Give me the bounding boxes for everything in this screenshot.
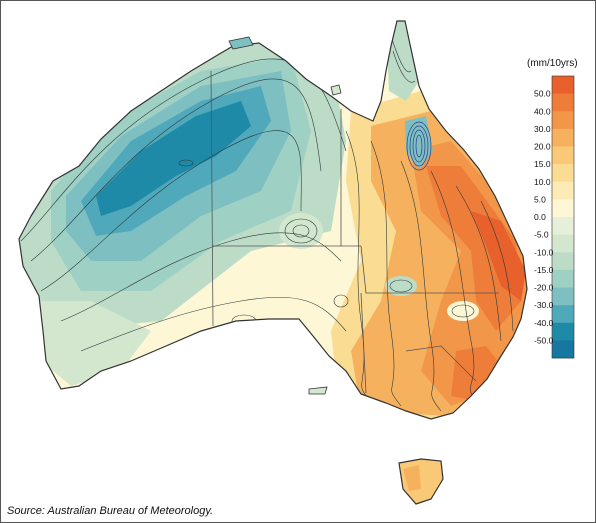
source-note: Source: Australian Bureau of Meteorology… (7, 505, 214, 517)
legend-tick-label: -10.0 (534, 247, 554, 257)
legend-tick-label: 40.0 (534, 106, 551, 116)
legend-swatch (552, 128, 574, 147)
legend-tick-label: 15.0 (534, 159, 551, 169)
mainland-outline (18, 20, 528, 420)
tasmania (398, 458, 444, 505)
legend-swatch (552, 111, 574, 130)
zone-southeast-plus-40 (451, 346, 506, 401)
legend-border (551, 75, 575, 359)
legend-swatch (552, 199, 574, 218)
legend-swatch (552, 76, 574, 94)
zone-nsw-blob (447, 301, 479, 321)
legend-swatch (552, 340, 574, 359)
kangaroo-island (308, 386, 328, 395)
intense-contour-cluster (406, 121, 432, 171)
legend-tick-label: -15.0 (534, 265, 554, 275)
legend-swatch (552, 146, 574, 165)
zone-central-blob (279, 213, 323, 249)
legend-tick-labels: 50.0 40.0 30.0 20.0 15.0 10.0 5.0 0.0 -5.0 -10.0 -… (534, 89, 554, 346)
legend-tick-label: 50.0 (534, 89, 551, 99)
legend-tick-label: 0.0 (534, 212, 546, 222)
legend-swatch (552, 181, 574, 200)
melville-island (228, 36, 254, 50)
legend-swatch (552, 322, 574, 341)
zone-capeyork-minus-30 (405, 116, 433, 169)
tasmania-west-zone (403, 465, 421, 491)
legend-tick-label: 20.0 (534, 142, 551, 152)
legend-swatch (552, 252, 574, 271)
legend-swatch (552, 305, 574, 324)
legend-tick-label: -40.0 (534, 318, 554, 328)
legend-tick-label: 5.0 (534, 194, 546, 204)
legend-tick-label: 10.0 (534, 177, 551, 187)
legend-swatch (552, 234, 574, 253)
legend-tick-label: -50.0 (534, 335, 554, 345)
zone-east-plus-50 (471, 211, 526, 301)
legend-swatch (552, 287, 574, 306)
zone-east-plus-40 (426, 166, 521, 331)
legend-tick-label: 30.0 (534, 124, 551, 134)
groote-island (330, 84, 342, 96)
trend-zones (19, 21, 527, 419)
legend-swatch (552, 217, 574, 235)
zone-west-minus-50 (96, 101, 251, 216)
legend-swatch (552, 164, 574, 183)
zone-qld-blob (385, 276, 417, 296)
legend-swatch (552, 269, 574, 288)
state-borders (210, 70, 499, 394)
legend-tick-label: -20.0 (534, 283, 554, 293)
legend-tick-label: -5.0 (534, 230, 549, 240)
legend-tick-label: -30.0 (534, 300, 554, 310)
legend-swatch (552, 93, 574, 112)
legend-unit-label: (mm/10yrs) (527, 58, 578, 69)
legend-color-bar (551, 75, 575, 359)
